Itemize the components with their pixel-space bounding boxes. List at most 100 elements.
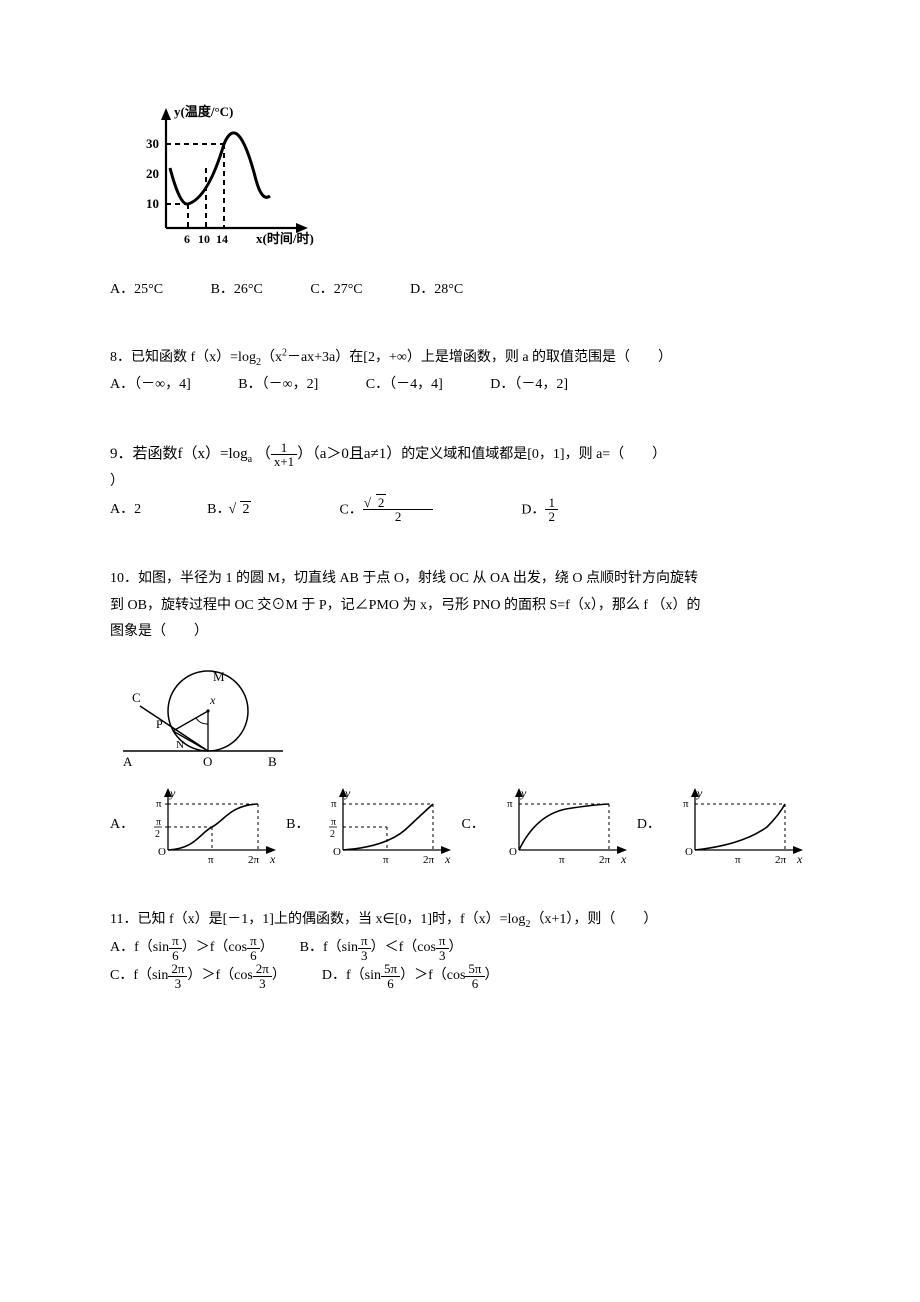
q8-options: A．（－∞，4] B．（－∞，2] C．（－4，4] D．（－4，2] xyxy=(110,372,810,399)
q10-plot-b: y x O π π 2 π 2π xyxy=(315,785,455,865)
q11-row-ab: A．f（sinπ6）＞f（cosπ6） B．f（sinπ3）＜f（cosπ3） xyxy=(110,934,810,962)
q11-opt-a[interactable]: A．f（sinπ6）＞f（cosπ6） xyxy=(110,934,274,962)
q10-lbl-d[interactable]: D． xyxy=(637,812,661,839)
q9-c-frac: 22 xyxy=(363,496,456,524)
q11-c-lt: sin xyxy=(152,963,168,990)
q10-lbl-c[interactable]: C． xyxy=(461,812,484,839)
q9-pre: 9．若函数f（x）=log xyxy=(110,446,248,462)
q10-line2: 到 OB，旋转过程中 OC 交⊙M 于 P，记∠PMO 为 x，弓形 PNO 的… xyxy=(110,593,810,620)
q11-tail: （x+1），则（ ） xyxy=(530,912,657,927)
q8-tail: －ax+3a）在[2，+∞）上是增函数，则 a 的取值范围是（ ） xyxy=(287,350,672,365)
svg-text:y: y xyxy=(169,786,176,800)
q9-opt-b[interactable]: B．2 xyxy=(207,497,295,524)
q8-mid: （x xyxy=(261,350,282,365)
lbl-C: C xyxy=(132,690,141,705)
svg-text:π: π xyxy=(507,798,513,810)
svg-text:π: π xyxy=(208,854,214,865)
ytick-20: 20 xyxy=(146,166,159,181)
svg-text:O: O xyxy=(509,846,517,858)
q11-row-cd: C．f（sin2π3）＞f（cos2π3） D．f（sin5π6）＞f（cos5… xyxy=(110,962,810,990)
q7-opt-d[interactable]: D．28°C xyxy=(410,282,485,297)
q9-mid: ）（a＞0且a≠1） xyxy=(297,446,401,462)
q7-opt-c[interactable]: C．27°C xyxy=(310,282,384,297)
q11-c-lbl: C． xyxy=(110,963,133,990)
q8-opt-c[interactable]: C．（－4，4] xyxy=(366,377,465,392)
ytick-10: 10 xyxy=(146,196,159,211)
q10-lbl-a[interactable]: A． xyxy=(110,812,134,839)
question-9: 9．若函数f（x）=loga （1x+1）（a＞0且a≠1）的定义域和值域都是[… xyxy=(110,440,810,524)
svg-text:2: 2 xyxy=(330,829,335,840)
svg-text:π: π xyxy=(331,817,336,828)
q9-open: （ xyxy=(256,446,271,462)
xtick-10: 10 xyxy=(198,232,210,246)
svg-text:π: π xyxy=(156,817,161,828)
q11-opt-d[interactable]: D．f（sin5π6）＞f（cos5π6） xyxy=(322,962,499,990)
q11-b-den2: 3 xyxy=(436,949,449,963)
xtick-14: 14 xyxy=(216,232,228,246)
q11-a-lt: sin xyxy=(153,935,169,962)
q9-frac-den: x+1 xyxy=(271,455,297,469)
q11-d-cmp: ＞ xyxy=(414,963,428,990)
q11-c-num: 2π xyxy=(168,962,187,977)
svg-text:x: x xyxy=(269,852,276,865)
q9-frac-num: 1 xyxy=(271,441,297,456)
svg-text:π: π xyxy=(331,798,337,810)
lbl-B: B xyxy=(268,754,277,769)
q10-line1: 10．如图，半径为 1 的圆 M，切直线 AB 于点 O，射线 OC 从 OA … xyxy=(110,566,810,593)
q8-opt-a[interactable]: A．（－∞，4] xyxy=(110,377,213,392)
q7-opt-a-text: 25°C xyxy=(134,282,163,297)
q10-plot-a: y x O π π 2 π 2π xyxy=(140,785,280,865)
svg-text:x: x xyxy=(444,852,451,865)
svg-text:x: x xyxy=(620,852,627,865)
q11-c-cmp: ＞ xyxy=(201,963,215,990)
q10-options: A． y x O π π 2 π 2π xyxy=(110,785,810,865)
q11-d-den2: 6 xyxy=(465,977,484,991)
svg-text:O: O xyxy=(158,846,166,858)
q11-a-num2: π xyxy=(247,934,260,949)
q11-c-den2: 3 xyxy=(253,977,272,991)
q9-c-den: 2 xyxy=(363,510,434,524)
q9-d-den: 2 xyxy=(545,510,558,524)
q10-plot-d: y x O π π 2π xyxy=(667,785,807,865)
svg-text:π: π xyxy=(683,798,689,810)
q9-opt-d[interactable]: D．12 xyxy=(521,496,602,524)
q11-a-cmp: ＞ xyxy=(196,935,210,962)
question-8: 8．已知函数 f（x）=log2（x2－ax+3a）在[2，+∞）上是增函数，则… xyxy=(110,345,810,398)
svg-text:2π: 2π xyxy=(423,854,435,865)
q11-opt-b[interactable]: B．f（sinπ3）＜f（cosπ3） xyxy=(300,934,463,962)
q8-d-text: （－4，2] xyxy=(514,377,568,392)
y-axis-label: y(温度/°C) xyxy=(174,104,233,119)
question-10: 10．如图，半径为 1 的圆 M，切直线 AB 于点 O，射线 OC 从 OA … xyxy=(110,566,810,865)
svg-text:y: y xyxy=(696,786,703,800)
q10-diagram: A O B M C P N x xyxy=(118,656,810,782)
q8-opt-b[interactable]: B．（－∞，2] xyxy=(238,377,340,392)
q9-options: A．2 B．2 C．22 D．12 xyxy=(110,496,810,524)
svg-text:2: 2 xyxy=(155,829,160,840)
lbl-A: A xyxy=(123,754,133,769)
q8-c-text: （－4，4] xyxy=(389,377,443,392)
svg-text:π: π xyxy=(156,798,162,810)
q11-d-num: 5π xyxy=(381,962,400,977)
q7-chart: 10 20 30 6 10 14 y(温度/°C) x(时间/时) xyxy=(128,100,810,271)
svg-text:π: π xyxy=(559,854,565,865)
q11-c-num2: 2π xyxy=(253,962,272,977)
q8-pre: 8．已知函数 f（x）=log xyxy=(110,350,256,365)
q7-opt-b-text: 26°C xyxy=(234,282,263,297)
q11-b-num2: π xyxy=(436,934,449,949)
q11-d-den: 6 xyxy=(381,977,400,991)
q7-opt-b[interactable]: B．26°C xyxy=(211,282,285,297)
q9-opt-a[interactable]: A．2 xyxy=(110,497,163,524)
q7-opt-a[interactable]: A．25°C xyxy=(110,282,185,297)
svg-text:2π: 2π xyxy=(775,854,787,865)
q9-tail: 的定义域和值域都是[0，1]，则 a=（ ） xyxy=(401,447,666,462)
q9-opt-c[interactable]: C．22 xyxy=(339,496,477,524)
q11-c-rt: cos xyxy=(234,963,253,990)
q11-opt-c[interactable]: C．f（sin2π3）＞f（cos2π3） xyxy=(110,962,286,990)
q10-lbl-b[interactable]: B． xyxy=(286,812,309,839)
q11-a-rt: cos xyxy=(228,935,247,962)
lbl-M: M xyxy=(213,669,225,684)
q10-line3: 图象是（ ） xyxy=(110,619,810,646)
q8-opt-d[interactable]: D．（－4，2] xyxy=(490,377,590,392)
q9-a-text: 2 xyxy=(134,502,141,517)
q11-a-lbl: A． xyxy=(110,935,134,962)
